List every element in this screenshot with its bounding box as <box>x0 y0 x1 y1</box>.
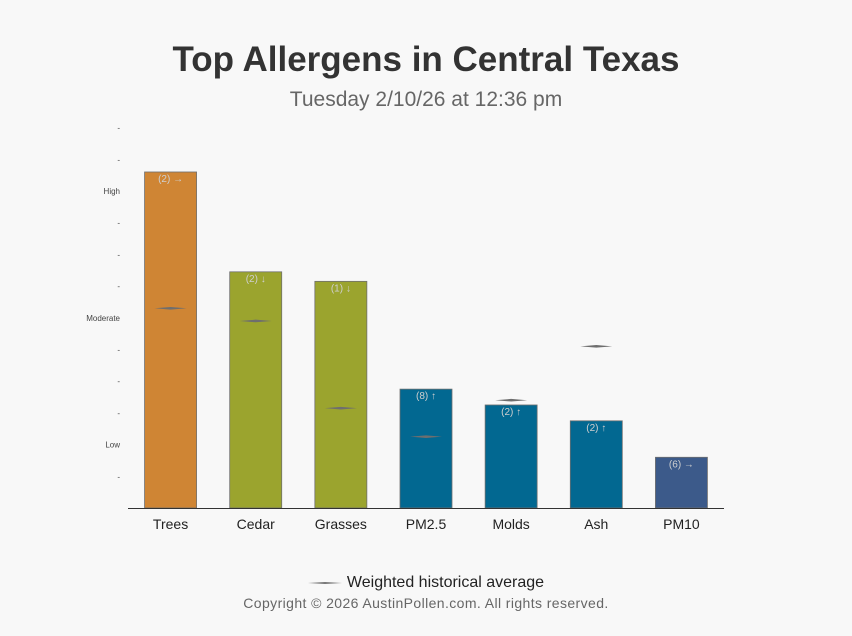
historical-average-mark-trees <box>154 306 187 310</box>
y-tick-label-7: - <box>117 250 120 259</box>
x-tick-label-trees: Trees <box>153 516 188 532</box>
historical-average-marks <box>154 306 613 438</box>
bar-label-trees: (2) → <box>158 174 183 185</box>
bar-label-grasses: (1) ↓ <box>331 283 351 294</box>
y-tick-label-5: Moderate <box>86 314 120 323</box>
bar-pm10 <box>655 456 708 509</box>
y-tick-label-11: - <box>117 124 120 133</box>
bar-labels: (2) → (2) ↓ (1) ↓ (8) ↑ (2) ↑ (2) ↑ (6) → <box>158 174 694 470</box>
x-tick-label-pm10: PM10 <box>663 516 700 532</box>
y-tick-label-2: - <box>117 409 120 418</box>
bar-molds <box>484 404 538 509</box>
bar-label-cedar: (2) ↓ <box>246 274 266 285</box>
bar-trees <box>144 171 197 509</box>
bars <box>144 171 708 509</box>
page-title: Top Allergens in Central Texas <box>172 40 680 79</box>
copyright-notice: Copyright © 2026 AustinPollen.com. All r… <box>243 595 609 611</box>
legend-label: Weighted historical average <box>346 574 545 591</box>
y-tick-label-0: - <box>117 472 120 481</box>
x-tick-label-pm2-5: PM2.5 <box>406 516 447 532</box>
bar-pm2-5 <box>399 388 453 509</box>
y-tick-label-4: - <box>117 346 120 355</box>
historical-average-mark-pm2-5 <box>410 435 442 438</box>
x-tick-label-ash: Ash <box>584 516 608 532</box>
historical-average-mark-grasses <box>324 406 357 410</box>
y-tick-label-10: - <box>117 155 120 164</box>
historical-average-mark-ash <box>580 345 613 348</box>
y-tick-label-9: High <box>104 187 120 196</box>
bar-label-ash: (2) ↑ <box>586 423 606 434</box>
page-subtitle: Tuesday 2/10/26 at 12:36 pm <box>289 88 563 111</box>
x-axis-tick-labels: Trees Cedar Grasses PM2.5 Molds Ash PM10 <box>153 516 700 532</box>
bar-grasses <box>314 280 368 509</box>
x-tick-label-grasses: Grasses <box>315 516 367 532</box>
y-axis-ticks: - Low - - - Moderate - - - High - - <box>86 124 120 482</box>
historical-average-mark-cedar <box>239 319 272 323</box>
bar-cedar <box>229 271 283 509</box>
bar-label-pm2-5: (8) ↑ <box>416 391 436 402</box>
x-tick-label-molds: Molds <box>492 516 529 532</box>
x-tick-label-cedar: Cedar <box>237 516 275 532</box>
y-tick-label-1: Low <box>105 441 120 450</box>
bar-ash <box>569 420 623 509</box>
legend: Weighted historical average <box>0 574 852 592</box>
y-tick-label-6: - <box>117 282 120 291</box>
y-tick-label-8: - <box>117 219 120 228</box>
historical-average-mark-molds <box>495 398 528 402</box>
y-tick-label-3: - <box>117 377 120 386</box>
legend-swatch-icon <box>307 582 342 584</box>
bar-label-molds: (2) ↑ <box>501 407 521 418</box>
bar-label-pm10: (6) → <box>669 459 694 470</box>
